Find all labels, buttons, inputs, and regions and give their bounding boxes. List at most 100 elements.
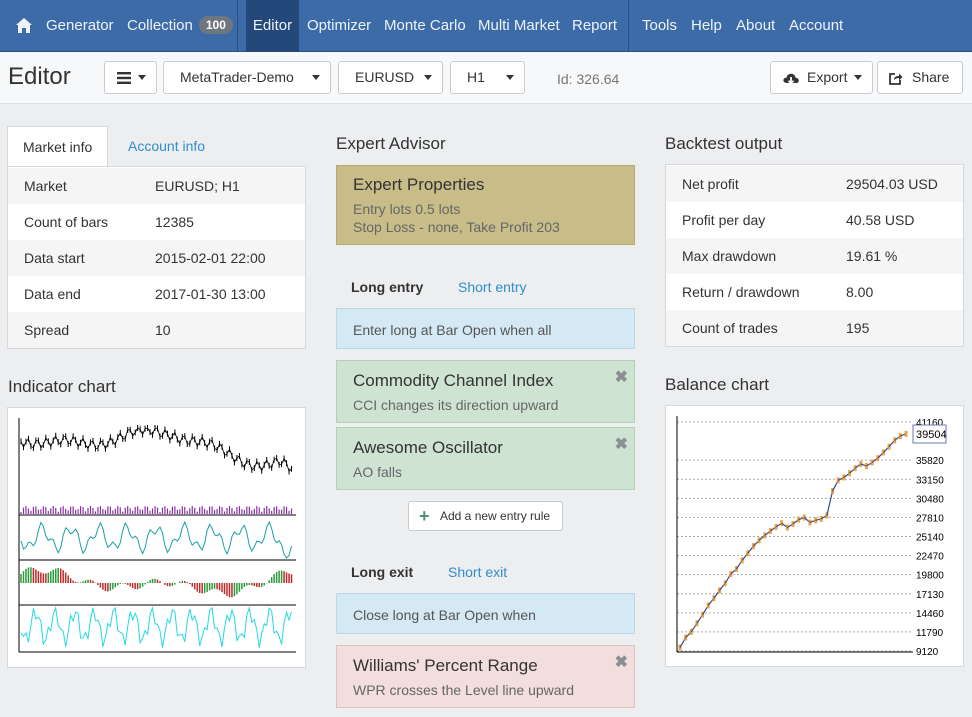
nav-generator[interactable]: Generator bbox=[46, 17, 114, 34]
entry-rule-title: Commodity Channel Index bbox=[353, 371, 554, 390]
balance-chart[interactable]: 41160 35820 33150 30480 27810 25140 22470 19800… bbox=[666, 406, 963, 666]
balance-line-segment bbox=[826, 490, 834, 516]
nav-collection[interactable]: Collection 100 bbox=[127, 0, 233, 52]
nav-account[interactable]: Account bbox=[789, 17, 844, 34]
chevron-down-icon bbox=[506, 75, 514, 80]
home-icon[interactable] bbox=[15, 17, 33, 34]
backtest-row-value: 8.00 bbox=[846, 284, 874, 300]
entry-rule-card[interactable]: Commodity Channel Index CCI changes its … bbox=[336, 360, 635, 423]
share-label: Share bbox=[912, 69, 950, 85]
export-button[interactable]: Export bbox=[770, 61, 873, 94]
backtest-row-key: Return / drawdown bbox=[682, 284, 800, 300]
tab-account-info[interactable]: Account info bbox=[128, 138, 206, 154]
entry-condition-card[interactable]: Enter long at Bar Open when all bbox=[336, 308, 635, 349]
balance-y-tick-label: 33150 bbox=[916, 475, 944, 486]
indicator-chart-panel[interactable] bbox=[7, 407, 306, 668]
nav-optimizer[interactable]: Optimizer bbox=[307, 17, 372, 34]
entry-rule-desc: AO falls bbox=[353, 464, 403, 480]
market-row: Spread 10 bbox=[8, 312, 305, 348]
balance-y-tick-label: 41160 bbox=[916, 418, 944, 429]
exit-rule-title: Williams' Percent Range bbox=[353, 656, 538, 675]
backtest-row: Max drawdown 19.61 % bbox=[666, 238, 963, 274]
server-select-value: MetaTrader-Demo bbox=[180, 69, 294, 85]
nav-multi-market[interactable]: Multi Market bbox=[478, 17, 560, 34]
strategy-id: Id: 326.64 bbox=[557, 71, 620, 87]
expert-properties-stops: Stop Loss - none, Take Profit 203 bbox=[353, 219, 560, 235]
cci-line bbox=[20, 520, 292, 559]
entry-condition-text: Enter long at Bar Open when all bbox=[353, 322, 552, 338]
balance-point bbox=[695, 620, 699, 627]
balance-y-tick-label: 9120 bbox=[916, 647, 939, 658]
market-row: Market EURUSD; H1 bbox=[8, 168, 305, 204]
tab-market-info[interactable]: Market info bbox=[7, 126, 109, 166]
backtest-row-key: Profit per day bbox=[682, 212, 766, 228]
balance-y-tick-label: 11790 bbox=[916, 628, 944, 639]
tab-long-entry[interactable]: Long entry bbox=[351, 279, 424, 295]
balance-y-tick-label: 27810 bbox=[916, 513, 944, 524]
page-title: Editor bbox=[8, 63, 71, 90]
entry-rule-card[interactable]: Awesome Oscillator AO falls ✖ bbox=[336, 427, 635, 490]
price-line bbox=[20, 427, 292, 473]
strategy-menu-button[interactable] bbox=[104, 61, 157, 94]
close-icon[interactable]: ✖ bbox=[614, 369, 628, 386]
top-navbar: Generator Collection 100 Editor Optimizer… bbox=[0, 0, 972, 52]
market-row: Data start 2015-02-01 22:00 bbox=[8, 240, 305, 276]
collection-count-badge: 100 bbox=[198, 16, 233, 34]
backtest-row-key: Net profit bbox=[682, 176, 739, 192]
balance-y-tick-label: 35820 bbox=[916, 456, 944, 467]
backtest-row: Count of trades 195 bbox=[666, 310, 963, 346]
balance-point bbox=[701, 611, 705, 618]
close-icon[interactable]: ✖ bbox=[614, 654, 628, 671]
balance-point bbox=[904, 430, 908, 437]
tab-short-entry[interactable]: Short entry bbox=[458, 279, 527, 295]
close-icon[interactable]: ✖ bbox=[614, 436, 628, 453]
balance-point bbox=[814, 517, 818, 524]
balance-y-tick-label: 19800 bbox=[916, 571, 944, 582]
balance-point bbox=[887, 443, 891, 450]
symbol-select[interactable]: EURUSD bbox=[338, 61, 443, 94]
nav-about[interactable]: About bbox=[736, 17, 776, 34]
share-button[interactable]: Share bbox=[877, 61, 963, 94]
tab-long-exit[interactable]: Long exit bbox=[351, 564, 414, 580]
chevron-down-icon bbox=[424, 75, 432, 80]
market-row-value: EURUSD; H1 bbox=[155, 178, 240, 194]
nav-help[interactable]: Help bbox=[691, 17, 722, 34]
period-select[interactable]: H1 bbox=[450, 61, 525, 94]
balance-point bbox=[740, 557, 744, 564]
nav-editor[interactable]: Editor bbox=[246, 0, 299, 52]
nav-divider bbox=[628, 0, 629, 52]
expert-advisor-title: Expert Advisor bbox=[336, 134, 446, 153]
indicator-chart[interactable] bbox=[8, 408, 305, 667]
symbol-select-value: EURUSD bbox=[355, 69, 415, 85]
balance-point bbox=[842, 474, 846, 481]
expert-properties-card[interactable]: Expert Properties Entry lots 0.5 lots St… bbox=[336, 165, 635, 245]
balance-point bbox=[689, 628, 693, 635]
balance-y-tick-label: 25140 bbox=[916, 533, 944, 544]
add-entry-rule-button[interactable]: + Add a new entry rule bbox=[408, 501, 563, 531]
entry-rule-desc: CCI changes its direction upward bbox=[353, 397, 559, 413]
backtest-row-value: 29504.03 USD bbox=[846, 176, 938, 192]
tab-short-exit[interactable]: Short exit bbox=[448, 564, 508, 580]
balance-point bbox=[746, 550, 750, 557]
entry-rule-title: Awesome Oscillator bbox=[353, 438, 503, 457]
nav-tools[interactable]: Tools bbox=[642, 17, 678, 34]
period-select-value: H1 bbox=[467, 69, 485, 85]
balance-chart-title: Balance chart bbox=[665, 375, 769, 394]
server-select[interactable]: MetaTrader-Demo bbox=[163, 61, 331, 94]
balance-chart-panel[interactable]: 41160 35820 33150 30480 27810 25140 22470 19800… bbox=[665, 405, 964, 667]
exit-condition-card[interactable]: Close long at Bar Open when bbox=[336, 593, 635, 634]
backtest-row: Profit per day 40.58 USD bbox=[666, 202, 963, 238]
exit-rule-desc: WPR crosses the Level line upward bbox=[353, 682, 574, 698]
nav-monte-carlo[interactable]: Monte Carlo bbox=[384, 17, 466, 34]
nav-report[interactable]: Report bbox=[572, 17, 618, 34]
balance-y-tick-label: 22470 bbox=[916, 552, 944, 563]
market-row-key: Spread bbox=[24, 322, 70, 338]
exit-condition-text: Close long at Bar Open when bbox=[353, 607, 536, 623]
wpr-line bbox=[20, 606, 292, 648]
market-row-key: Count of bars bbox=[24, 214, 109, 230]
market-row-value: 2015-02-01 22:00 bbox=[155, 250, 266, 266]
market-row-key: Data end bbox=[24, 286, 81, 302]
balance-point bbox=[870, 459, 874, 466]
market-row-key: Data start bbox=[24, 250, 85, 266]
exit-rule-card[interactable]: Williams' Percent Range WPR crosses the … bbox=[336, 645, 635, 708]
